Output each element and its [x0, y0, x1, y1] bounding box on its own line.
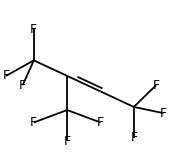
Text: F: F	[30, 23, 37, 36]
Text: F: F	[97, 116, 104, 129]
Text: F: F	[64, 135, 71, 148]
Text: F: F	[30, 116, 37, 129]
Text: F: F	[152, 79, 160, 92]
Text: F: F	[160, 107, 167, 120]
Text: F: F	[2, 69, 10, 82]
Text: F: F	[130, 131, 137, 144]
Text: F: F	[19, 79, 26, 92]
